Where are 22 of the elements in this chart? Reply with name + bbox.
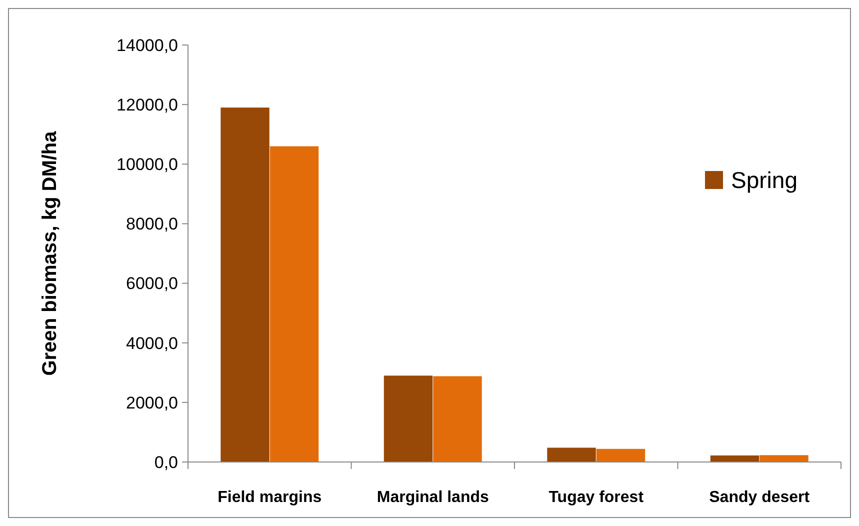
y-tick-label: 6000,0 <box>126 274 178 294</box>
y-tick-label: 8000,0 <box>126 214 178 234</box>
y-tick-label: 10000,0 <box>116 155 178 174</box>
x-tick-label: Field margins <box>218 489 322 506</box>
bar <box>760 455 808 462</box>
y-tick-label: 0,0 <box>154 452 178 472</box>
bar <box>270 146 319 462</box>
y-tick-label: 14000,0 <box>116 36 178 55</box>
x-tick-label: Tugay forest <box>548 489 644 506</box>
y-tick-label: 12000,0 <box>116 96 178 115</box>
bar <box>384 376 433 462</box>
bar <box>596 448 646 462</box>
y-tick-label: 2000,0 <box>126 393 178 412</box>
bar <box>547 448 596 462</box>
y-axis-title: Green biomass, kg DM/ha <box>39 130 61 376</box>
legend-label: Spring <box>731 167 798 194</box>
x-tick-label: Marginal lands <box>376 489 489 506</box>
x-tick-label: Sandy desert <box>709 489 810 506</box>
bar <box>710 455 760 462</box>
bar <box>220 108 270 462</box>
bar <box>433 376 482 462</box>
y-tick-label: 4000,0 <box>126 334 178 353</box>
